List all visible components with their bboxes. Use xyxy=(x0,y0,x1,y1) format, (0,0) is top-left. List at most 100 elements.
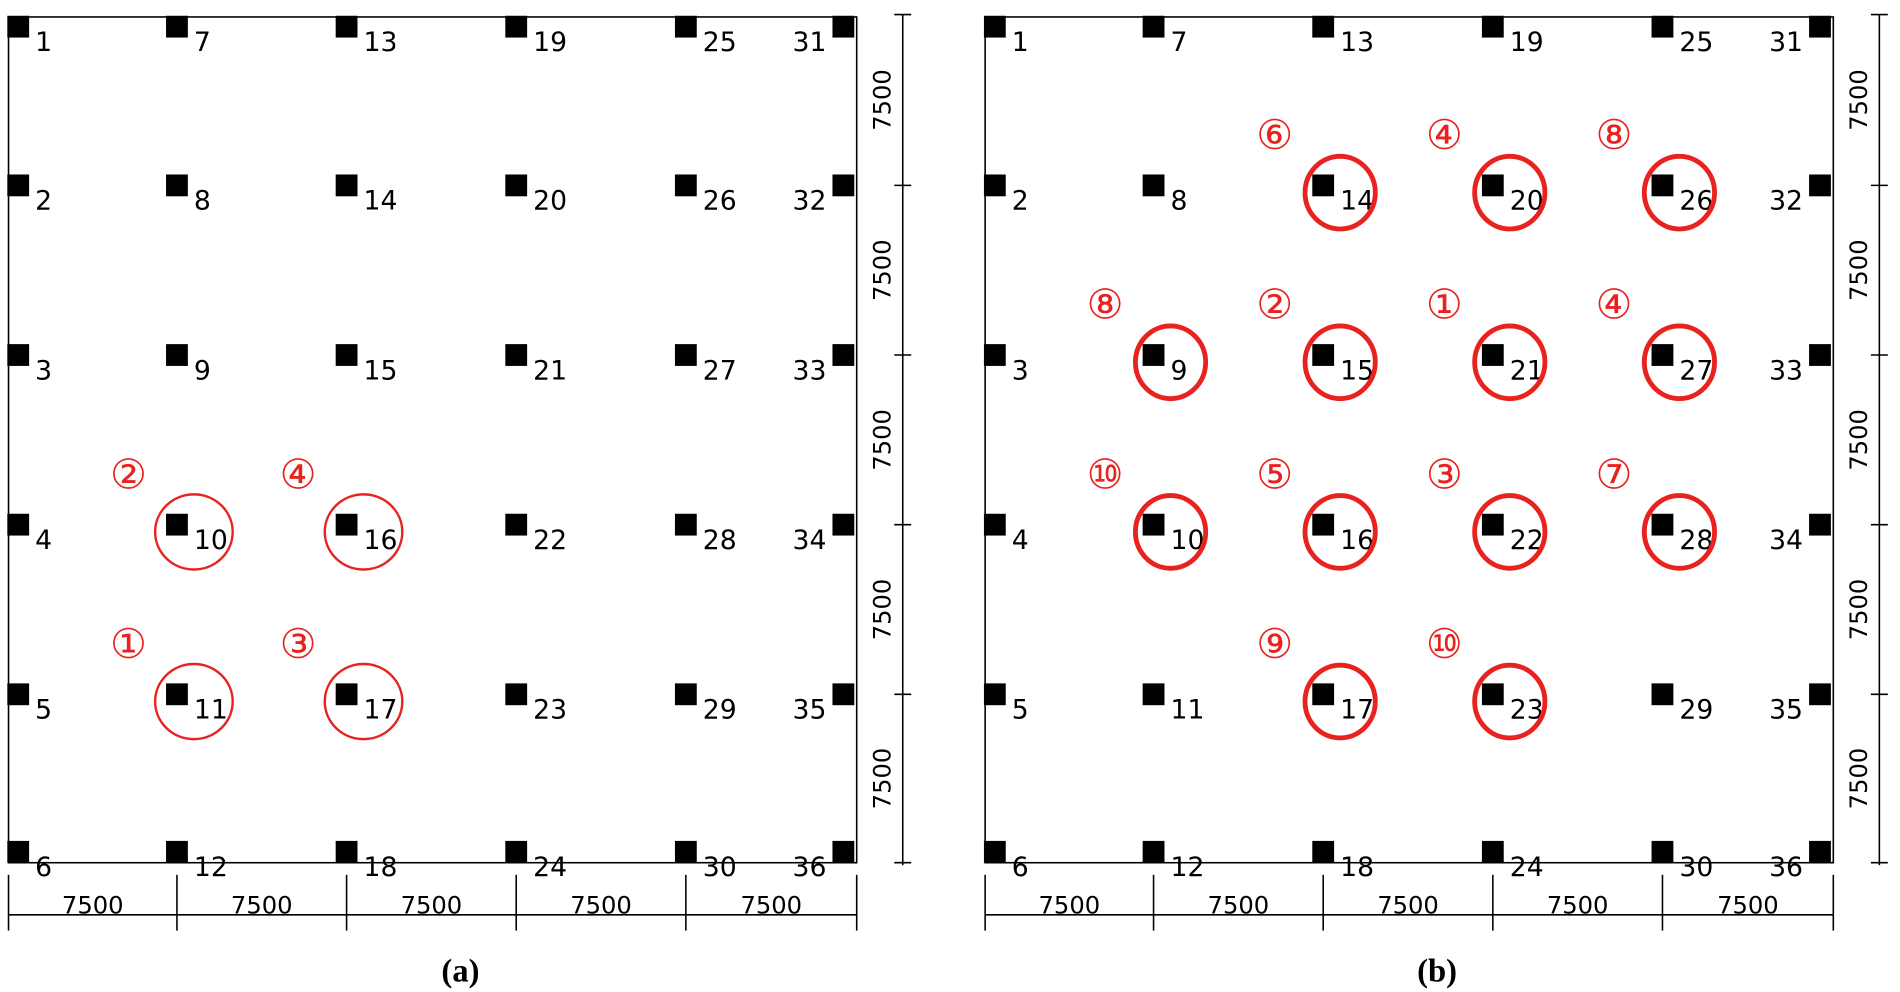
mark-order: ③ xyxy=(1426,450,1463,498)
dim-label: 7500 xyxy=(1845,748,1873,810)
mark-circle xyxy=(1302,323,1378,402)
column xyxy=(7,840,30,863)
column-label: 25 xyxy=(1679,27,1713,58)
column xyxy=(335,840,358,863)
column xyxy=(983,174,1006,197)
column xyxy=(1651,344,1674,366)
column-label: 12 xyxy=(1171,852,1205,883)
column-label: 30 xyxy=(1679,852,1713,883)
column xyxy=(832,513,855,536)
column xyxy=(1481,840,1504,863)
column-label: 33 xyxy=(1769,355,1803,386)
column xyxy=(832,344,855,366)
mark-order: ⑨ xyxy=(1256,620,1293,668)
mark-order: ① xyxy=(1426,281,1463,329)
dim-label: 7500 xyxy=(62,892,124,920)
mark-order: ⑤ xyxy=(1256,450,1293,498)
column xyxy=(1481,174,1504,197)
column xyxy=(1481,15,1504,38)
mark-circle xyxy=(1132,493,1209,571)
column xyxy=(505,344,528,366)
column xyxy=(1312,344,1335,366)
mark-circle xyxy=(1641,323,1717,402)
column xyxy=(1312,174,1335,197)
mark-order: ⑩ xyxy=(1426,620,1463,668)
column xyxy=(166,174,188,197)
dim-label: 7500 xyxy=(1845,69,1873,131)
column xyxy=(7,683,30,706)
dim-label: 7500 xyxy=(869,69,897,131)
column-label: 32 xyxy=(1769,186,1803,217)
column xyxy=(1651,683,1674,706)
column-label: 34 xyxy=(1769,525,1803,556)
column xyxy=(1809,840,1831,863)
mark-order: ⑧ xyxy=(1087,281,1124,329)
column xyxy=(1809,174,1831,197)
column xyxy=(674,683,697,706)
column xyxy=(1142,174,1165,197)
column xyxy=(1481,513,1504,536)
column xyxy=(674,513,697,536)
mark-order: ③ xyxy=(280,620,317,668)
column-label: 7 xyxy=(194,27,211,58)
column-label: 29 xyxy=(1679,695,1713,726)
dim-label: 7500 xyxy=(869,579,897,641)
mark-order: ④ xyxy=(1426,111,1463,159)
column xyxy=(1481,683,1504,706)
mark-circle xyxy=(1132,323,1209,402)
column-label: 31 xyxy=(793,27,827,58)
column xyxy=(983,344,1006,366)
column xyxy=(1142,840,1165,863)
column-label: 19 xyxy=(1510,27,1544,58)
column-label: 35 xyxy=(793,695,827,726)
column xyxy=(7,344,30,366)
column-label: 6 xyxy=(35,852,52,883)
mark-order: ④ xyxy=(1596,281,1633,329)
column xyxy=(335,513,358,536)
column-label: 18 xyxy=(1340,852,1374,883)
column-label: 34 xyxy=(793,525,827,556)
column xyxy=(335,174,358,197)
column xyxy=(674,840,697,863)
mark-order: ⑥ xyxy=(1256,111,1293,159)
mark-circle xyxy=(323,662,404,741)
column-label: 12 xyxy=(194,852,228,883)
column xyxy=(335,683,358,706)
column xyxy=(1651,840,1674,863)
mark-circle xyxy=(1302,493,1378,571)
column xyxy=(505,683,528,706)
column-label: 7 xyxy=(1171,27,1188,58)
column xyxy=(7,513,30,536)
column xyxy=(1651,513,1674,536)
column xyxy=(335,15,358,38)
mark-circle xyxy=(1472,153,1548,232)
mark-circle xyxy=(1302,153,1378,232)
caption: (a) xyxy=(441,953,479,989)
column-label: 3 xyxy=(1012,355,1029,386)
column xyxy=(505,174,528,197)
column-label: 28 xyxy=(703,525,737,556)
column-label: 5 xyxy=(35,695,52,726)
column xyxy=(832,840,855,863)
mark-circle xyxy=(323,493,404,571)
panel: 7500 7500 7500 7500 7500 7500 7500 7500 7500 7500… xyxy=(983,13,1888,989)
column xyxy=(166,15,188,38)
mark-order: ⑧ xyxy=(1596,111,1633,159)
mark-circle xyxy=(153,662,234,741)
mark-order: ① xyxy=(110,620,147,668)
column xyxy=(1142,683,1165,706)
column xyxy=(1809,344,1831,366)
dim-label: 7500 xyxy=(869,748,897,810)
caption: (b) xyxy=(1417,953,1457,989)
column-label: 29 xyxy=(703,695,737,726)
dim-label: 7500 xyxy=(1845,409,1873,471)
dim-label: 7500 xyxy=(1377,892,1439,920)
column-label: 9 xyxy=(1171,355,1188,386)
column-label: 30 xyxy=(703,852,737,883)
column-label: 5 xyxy=(1012,695,1029,726)
column-label: 36 xyxy=(1769,852,1803,883)
mark-order: ⑦ xyxy=(1596,450,1633,498)
mark-order: ② xyxy=(1256,281,1293,329)
column xyxy=(1809,513,1831,536)
